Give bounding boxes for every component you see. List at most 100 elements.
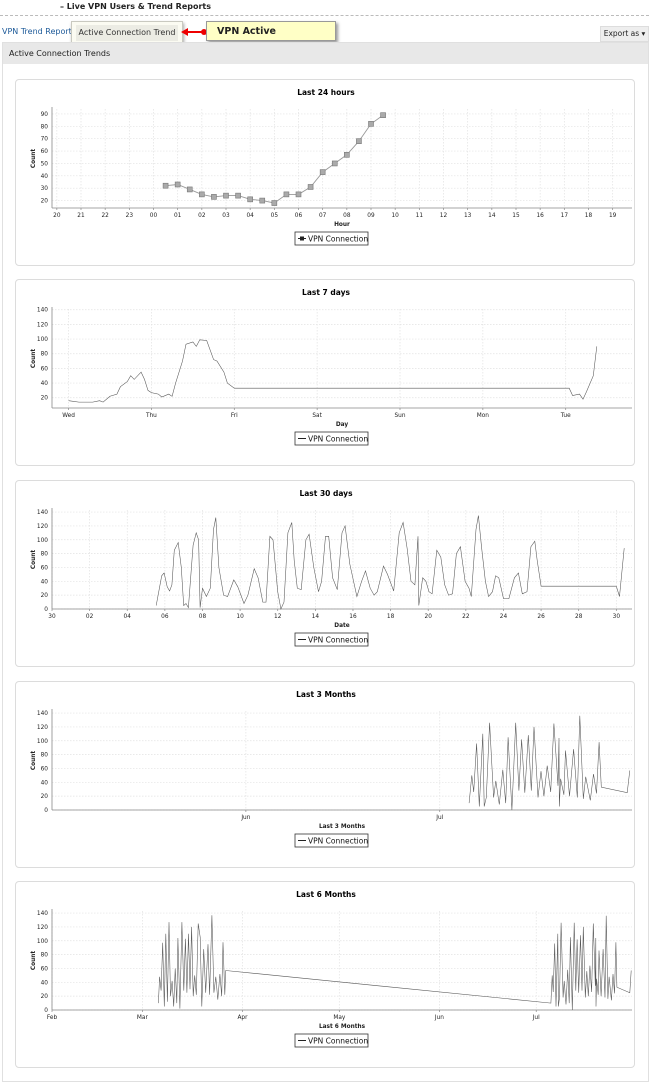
data-point-marker bbox=[295, 191, 302, 198]
y-tick-label: 60 bbox=[41, 149, 49, 155]
y-tick-label: 60 bbox=[41, 366, 49, 372]
x-tick-label: 02 bbox=[86, 614, 94, 620]
y-tick-label: 120 bbox=[37, 925, 48, 931]
y-tick-label: 0 bbox=[44, 808, 48, 814]
y-tick-label: 120 bbox=[37, 524, 48, 530]
y-axis-title: Count bbox=[31, 751, 37, 770]
x-tick-label: 06 bbox=[161, 614, 169, 620]
x-tick-label: 02 bbox=[198, 213, 206, 219]
y-tick-label: 80 bbox=[41, 124, 49, 130]
legend-label: VPN Connection bbox=[308, 837, 368, 846]
x-tick-label: Sun bbox=[394, 413, 405, 419]
y-tick-label: 60 bbox=[41, 565, 49, 571]
y-tick-label: 80 bbox=[41, 352, 49, 358]
x-tick-label: Jul bbox=[532, 1015, 540, 1021]
tab-vpn-trend-report[interactable]: VPN Trend Report bbox=[2, 27, 72, 36]
chart-title: Last 3 Months bbox=[296, 690, 356, 699]
data-point-marker bbox=[162, 182, 169, 189]
y-tick-label: 140 bbox=[37, 308, 48, 314]
y-tick-label: 100 bbox=[37, 538, 48, 544]
legend-box bbox=[294, 632, 369, 647]
y-axis-title: Count bbox=[31, 349, 37, 368]
series-line bbox=[68, 339, 598, 403]
panel-title: Active Connection Trends bbox=[3, 43, 648, 64]
chart-card-30d: Last 30 days 0 20 40 60 80 100 120 140 30 02 04 06 08… bbox=[15, 480, 635, 667]
legend-label: VPN Connection bbox=[308, 435, 368, 444]
x-axis-title: Last 3 Months bbox=[319, 824, 366, 830]
chart-card-7d: Last 7 days 20 40 60 80 100 120 140 Wed Thu Fri Sat… bbox=[15, 279, 635, 466]
tab-active-connection-trend-label: Active Connection Trend bbox=[76, 25, 178, 41]
y-tick-label: 100 bbox=[37, 739, 48, 745]
x-tick-label: 21 bbox=[77, 213, 85, 219]
x-tick-label: 03 bbox=[222, 213, 230, 219]
x-tick-label: 16 bbox=[536, 213, 544, 219]
chart-title: Last 24 hours bbox=[297, 88, 355, 97]
legend-label: VPN Connection bbox=[308, 1037, 368, 1046]
legend-box bbox=[294, 231, 369, 246]
x-tick-label: 30 bbox=[613, 614, 621, 620]
y-tick-label: 40 bbox=[41, 174, 49, 180]
export-as-button[interactable]: Export as ▾ bbox=[600, 26, 649, 42]
x-tick-label: Tue bbox=[560, 413, 571, 419]
x-axis-title: Date bbox=[334, 623, 349, 629]
x-tick-label: May bbox=[333, 1015, 346, 1021]
x-tick-label: 22 bbox=[101, 213, 109, 219]
x-tick-label: 14 bbox=[312, 614, 320, 620]
x-tick-label: 12 bbox=[440, 213, 448, 219]
x-tick-label: 20 bbox=[425, 614, 433, 620]
x-tick-label: Wed bbox=[62, 413, 75, 419]
legend-label: VPN Connection bbox=[308, 235, 368, 244]
x-tick-label: Jun bbox=[434, 1015, 444, 1021]
data-point-marker bbox=[223, 192, 229, 199]
y-tick-label: 40 bbox=[41, 780, 49, 786]
y-tick-label: 90 bbox=[41, 112, 49, 118]
y-tick-label: 0 bbox=[44, 607, 48, 613]
chart-3m: Last 3 Months 0 20 40 60 80 100 120 140 Jun Jul Las… bbox=[31, 690, 632, 848]
x-tick-label: 23 bbox=[126, 213, 134, 219]
x-tick-label: 08 bbox=[343, 213, 351, 219]
data-point-marker bbox=[307, 184, 314, 190]
data-point-marker bbox=[247, 196, 253, 203]
callout-arrow-line bbox=[186, 31, 204, 33]
y-axis-title: Count bbox=[31, 149, 37, 168]
x-tick-label: Fri bbox=[231, 413, 238, 419]
x-tick-label: Sat bbox=[312, 413, 322, 419]
data-point-marker bbox=[319, 169, 326, 175]
tab-active-connection-trend[interactable]: Active Connection Trend bbox=[71, 21, 183, 45]
x-tick-label: 04 bbox=[124, 614, 132, 620]
data-point-marker bbox=[356, 138, 362, 144]
chart-card-24h: Last 24 hours 20 30 40 50 60 70 80 90 20 21 22 23 00 0… bbox=[15, 79, 635, 266]
x-tick-label: 06 bbox=[295, 213, 303, 219]
header-divider bbox=[0, 15, 649, 16]
series-line bbox=[158, 915, 632, 1011]
x-tick-label: 10 bbox=[236, 614, 244, 620]
x-tick-label: 12 bbox=[274, 614, 282, 620]
callout-dot-icon bbox=[201, 29, 207, 35]
y-tick-label: 40 bbox=[41, 579, 49, 585]
x-tick-label: Jun bbox=[240, 815, 250, 821]
x-tick-label: 15 bbox=[512, 213, 520, 219]
x-tick-label: 19 bbox=[609, 213, 617, 219]
x-tick-label: Mon bbox=[477, 413, 490, 419]
data-point-marker bbox=[271, 200, 278, 206]
y-tick-label: 140 bbox=[37, 911, 48, 917]
data-point-marker bbox=[259, 197, 266, 204]
y-tick-label: 20 bbox=[41, 994, 49, 1000]
y-tick-label: 60 bbox=[41, 966, 49, 972]
y-tick-label: 80 bbox=[41, 753, 49, 759]
data-point-marker bbox=[186, 186, 193, 193]
x-tick-label: 05 bbox=[271, 213, 279, 219]
y-tick-label: 30 bbox=[41, 186, 49, 192]
chart-30d: Last 30 days 0 20 40 60 80 100 120 140 30 02 04 06 08… bbox=[31, 489, 632, 647]
x-tick-label: 14 bbox=[488, 213, 496, 219]
x-tick-label: 00 bbox=[150, 213, 158, 219]
x-axis-title: Hour bbox=[334, 222, 350, 228]
chart-6m: Last 6 Months 0 20 40 60 80 100 120 140 Feb Mar Apr… bbox=[31, 890, 632, 1048]
x-tick-label: 11 bbox=[416, 213, 424, 219]
y-tick-label: 80 bbox=[41, 552, 49, 558]
x-tick-label: Apr bbox=[237, 1015, 248, 1021]
x-tick-label: 20 bbox=[53, 213, 61, 219]
legend-label: VPN Connection bbox=[308, 636, 368, 645]
chart-24h: Last 24 hours 20 30 40 50 60 70 80 90 20 21 22 23 00 0… bbox=[31, 88, 632, 246]
callout-annotation: VPN Active Connections bbox=[206, 21, 336, 57]
